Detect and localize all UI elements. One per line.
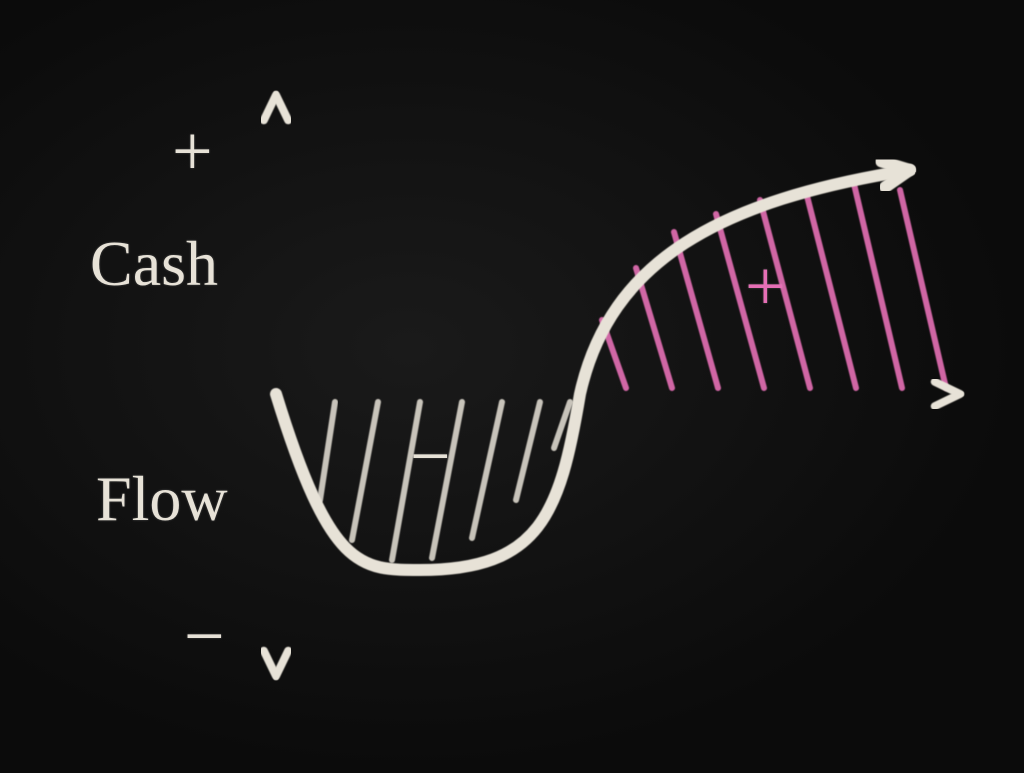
positive-hatch-line: [806, 192, 856, 388]
positive-hatch-line: [900, 190, 946, 388]
positive-hatch-line: [854, 184, 902, 388]
negative-hatch-line: [320, 402, 335, 500]
negative-hatch-line: [516, 402, 540, 500]
chalkboard: Cash Flow + − − +: [0, 0, 1024, 773]
negative-hatch-line: [472, 402, 502, 538]
cashflow-curve-arrowhead: [881, 161, 910, 170]
negative-hatch-line: [432, 402, 462, 558]
negative-hatch-line: [392, 402, 420, 560]
negative-hatch-line: [352, 402, 378, 540]
chart-svg: [0, 0, 1024, 773]
positive-hatch-line: [674, 232, 718, 388]
positive-hatch-line: [716, 214, 764, 388]
positive-hatch-line: [760, 200, 810, 388]
